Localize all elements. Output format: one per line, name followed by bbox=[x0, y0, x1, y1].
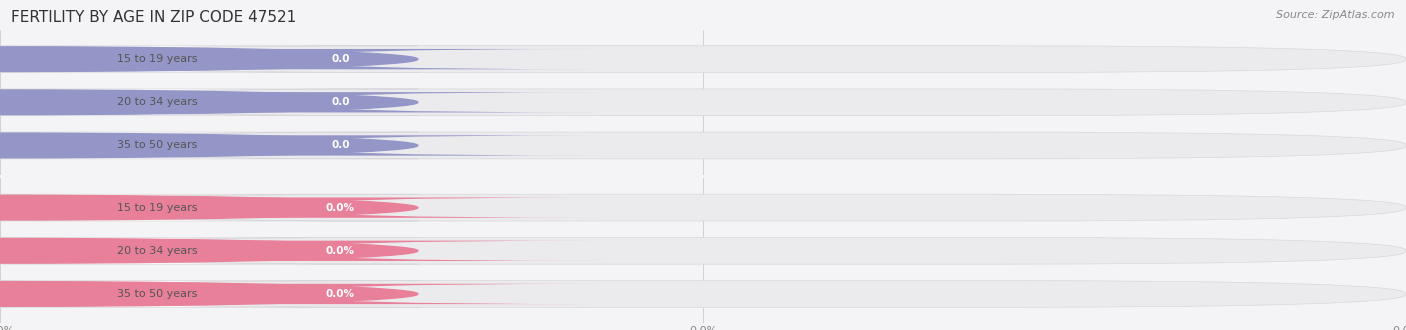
FancyBboxPatch shape bbox=[0, 89, 419, 116]
Circle shape bbox=[0, 90, 418, 115]
FancyBboxPatch shape bbox=[79, 284, 602, 304]
FancyBboxPatch shape bbox=[0, 194, 1406, 221]
FancyBboxPatch shape bbox=[0, 280, 419, 307]
Text: 0.0%: 0.0% bbox=[326, 246, 354, 256]
Circle shape bbox=[0, 281, 418, 306]
Text: 20 to 34 years: 20 to 34 years bbox=[117, 246, 198, 256]
FancyBboxPatch shape bbox=[0, 89, 1406, 116]
Circle shape bbox=[0, 195, 418, 220]
FancyBboxPatch shape bbox=[79, 241, 602, 261]
Text: 20 to 34 years: 20 to 34 years bbox=[117, 97, 198, 107]
FancyBboxPatch shape bbox=[79, 135, 602, 156]
FancyBboxPatch shape bbox=[0, 280, 1406, 307]
FancyBboxPatch shape bbox=[79, 92, 602, 113]
Text: 0.0: 0.0 bbox=[330, 54, 350, 64]
Text: 0.0%: 0.0% bbox=[326, 289, 354, 299]
Text: 0.0: 0.0 bbox=[330, 97, 350, 107]
Text: 0.0%: 0.0% bbox=[326, 203, 354, 213]
FancyBboxPatch shape bbox=[0, 46, 1406, 73]
Text: Source: ZipAtlas.com: Source: ZipAtlas.com bbox=[1277, 10, 1395, 20]
FancyBboxPatch shape bbox=[79, 49, 602, 69]
FancyBboxPatch shape bbox=[0, 237, 1406, 264]
FancyBboxPatch shape bbox=[0, 132, 419, 159]
Text: FERTILITY BY AGE IN ZIP CODE 47521: FERTILITY BY AGE IN ZIP CODE 47521 bbox=[11, 10, 297, 25]
Circle shape bbox=[0, 133, 418, 158]
FancyBboxPatch shape bbox=[0, 194, 419, 221]
Text: 35 to 50 years: 35 to 50 years bbox=[117, 289, 198, 299]
Text: 15 to 19 years: 15 to 19 years bbox=[117, 54, 198, 64]
Circle shape bbox=[0, 239, 418, 263]
FancyBboxPatch shape bbox=[79, 197, 602, 218]
FancyBboxPatch shape bbox=[0, 46, 419, 73]
FancyBboxPatch shape bbox=[0, 132, 1406, 159]
Circle shape bbox=[0, 47, 418, 72]
Text: 15 to 19 years: 15 to 19 years bbox=[117, 203, 198, 213]
FancyBboxPatch shape bbox=[0, 237, 419, 264]
Text: 0.0: 0.0 bbox=[330, 141, 350, 150]
Text: 35 to 50 years: 35 to 50 years bbox=[117, 141, 198, 150]
